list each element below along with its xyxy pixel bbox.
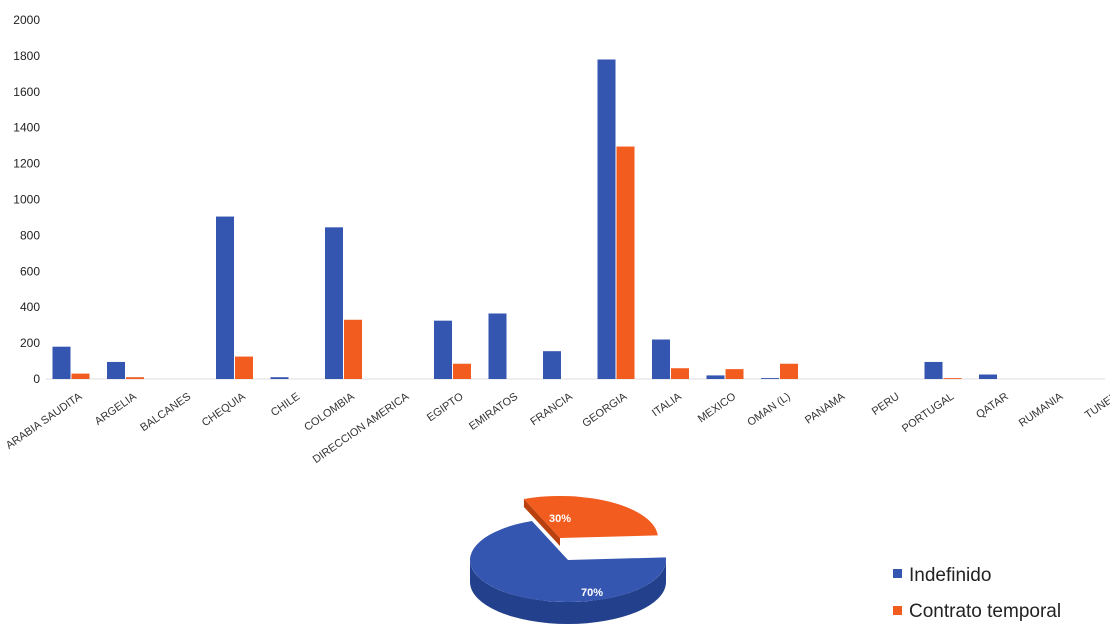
y-tick-label-800: 800	[20, 228, 40, 242]
x-tick-label-chequia: CHEQUIA	[200, 390, 248, 429]
x-axis-labels: ARABIA SAUDITA ARGELIA BALCANES CHEQUIA CHIL…	[4, 390, 1110, 466]
x-tick-label-peru: PERU	[870, 391, 902, 418]
y-tick-label-2000: 2000	[13, 13, 40, 27]
x-tick-label-emiratos: EMIRATOS	[467, 391, 520, 433]
bar-indefinido-arabia-saudita	[52, 346, 71, 379]
legend-label-contrato-temporal: Contrato temporal	[909, 601, 1061, 622]
x-tick-label-egipto: EGIPTO	[425, 390, 466, 424]
y-axis-ticks: 0 200 400 600 800 1000 1200 1400 1600 1800 2000	[13, 13, 40, 386]
bar-contrato-temporal-argelia	[126, 377, 144, 379]
legend-label-indefinido: Indefinido	[909, 565, 991, 586]
bar-contrato-temporal-colombia	[344, 319, 362, 379]
x-tick-label-balcanes: BALCANES	[138, 391, 193, 435]
x-tick-label-italia: ITALIA	[650, 390, 684, 419]
x-tick-label-rumania: RUMANIA	[1017, 390, 1066, 429]
bar-indefinido-francia	[543, 351, 561, 379]
bar-contrato-temporal-oman-l	[780, 363, 798, 379]
x-tick-label-arabia-saudita: ARABIA SAUDITA	[4, 390, 85, 452]
y-tick-label-400: 400	[20, 300, 40, 314]
bar-indefinido-georgia	[597, 59, 616, 380]
y-tick-label-0: 0	[33, 372, 40, 386]
y-tick-label-1200: 1200	[13, 157, 40, 171]
legend: Indefinido Contrato temporal	[893, 565, 1061, 622]
bar-contrato-temporal-portugal	[943, 378, 962, 379]
bar-indefinido-oman-l	[761, 378, 779, 379]
bar-contrato-temporal-georgia	[616, 146, 635, 379]
bar-indefinido-italia	[652, 339, 670, 379]
bar-indefinido-egipto	[434, 320, 452, 379]
y-tick-label-1800: 1800	[13, 49, 40, 63]
bar-contrato-temporal-egipto	[453, 363, 471, 379]
bar-indefinido-emiratos	[488, 313, 507, 379]
bar-indefinido-chequia	[216, 216, 234, 379]
x-tick-label-colombia: COLOMBIA	[302, 390, 357, 434]
bar-indefinido-portugal	[924, 361, 943, 379]
bar-series-group	[52, 59, 997, 380]
y-tick-label-200: 200	[20, 336, 40, 350]
bar-contrato-temporal-arabia-saudita	[71, 373, 90, 379]
y-tick-label-1600: 1600	[13, 85, 40, 99]
pie-label-indefinido: 70%	[581, 587, 603, 599]
bar-indefinido-mexico	[706, 375, 725, 379]
x-tick-label-tunez: TUNEZ	[1083, 390, 1110, 421]
x-tick-label-argelia: ARGELIA	[93, 390, 139, 428]
x-tick-label-georgia: GEORGIA	[580, 390, 629, 430]
x-tick-label-francia: FRANCIA	[528, 390, 575, 428]
legend-swatch-indefinido	[893, 569, 902, 578]
bar-indefinido-argelia	[107, 361, 125, 379]
x-tick-label-direccion-america: DIRECCION AMERICA	[311, 390, 412, 466]
bar-indefinido-qatar	[979, 374, 997, 379]
pie-chart: 70% 30%	[470, 496, 667, 624]
x-tick-label-panama: PANAMA	[803, 390, 848, 426]
y-tick-label-1400: 1400	[13, 121, 40, 135]
pie-side-contrato-temporal	[523, 498, 560, 546]
pie-slice-contrato-temporal	[523, 496, 658, 538]
bar-indefinido-colombia	[325, 227, 343, 379]
bar-contrato-temporal-chequia	[235, 356, 253, 379]
y-tick-label-1000: 1000	[13, 193, 40, 207]
y-tick-label-600: 600	[20, 264, 40, 278]
x-tick-label-chile: CHILE	[269, 391, 302, 419]
pie-label-contrato-temporal: 30%	[549, 513, 571, 525]
pie-side-indefinido	[470, 560, 666, 624]
x-tick-label-qatar: QATAR	[974, 391, 1011, 422]
x-tick-label-oman-l: OMAN (L)	[745, 391, 792, 429]
bar-contrato-temporal-italia	[671, 368, 689, 379]
x-tick-label-portugal: PORTUGAL	[900, 391, 956, 435]
x-tick-label-mexico: MEXICO	[696, 390, 739, 425]
bar-contrato-temporal-mexico	[725, 369, 744, 379]
legend-swatch-contrato-temporal	[893, 606, 902, 615]
pie-slice-indefinido	[470, 520, 667, 603]
bar-indefinido-chile	[270, 377, 289, 379]
